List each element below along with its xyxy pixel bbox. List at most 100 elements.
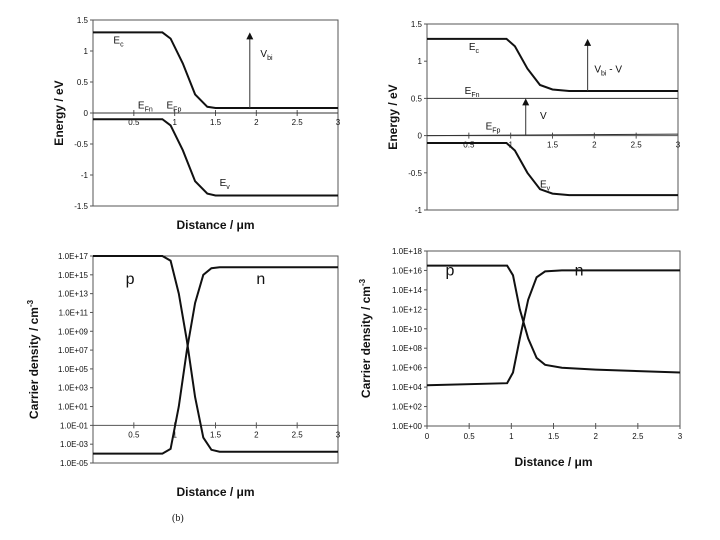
series-line-ev (427, 142, 678, 197)
x-tick-label: 1.5 (210, 118, 222, 127)
annotation-label: Ec (113, 36, 124, 49)
x-tick-label: 2 (592, 141, 597, 150)
x-tick-label: 2 (254, 430, 259, 439)
annotation-label: Vbi (260, 49, 273, 62)
arrow-head (584, 38, 592, 46)
y-axis-title: Carrier density / cm-3 (26, 299, 41, 419)
x-tick-label: 2 (593, 432, 598, 441)
y-axis-title: Carrier density / cm-3 (358, 278, 373, 398)
y-tick-label: 1.0E+18 (392, 247, 423, 256)
y-tick-label: -0.5 (74, 140, 88, 149)
annotation-label: V (540, 111, 547, 122)
y-tick-label: 1.0E+17 (58, 252, 89, 261)
y-tick-label: 1.0E+05 (58, 365, 89, 374)
x-tick-label: 1.5 (547, 141, 559, 150)
x-tick-label: 0.5 (463, 141, 475, 150)
y-tick-label: -1 (415, 206, 423, 215)
annotation-label: Ec (469, 42, 480, 55)
x-tick-label: 1 (172, 118, 177, 127)
annotation-label: EFn (138, 101, 153, 114)
series-line-ev (93, 118, 338, 197)
arrow-head (246, 32, 254, 40)
series-line-p (93, 255, 338, 453)
y-tick-label: 1 (418, 57, 423, 66)
y-tick-label: -1.5 (74, 202, 88, 211)
y-tick-label: 1.0E-01 (60, 421, 89, 430)
x-axis-title: Distance / μm (176, 485, 254, 499)
y-tick-label: 1.0E+13 (58, 290, 89, 299)
x-axis-title: Distance / μm (514, 455, 592, 469)
annotation-label: EFn (465, 86, 480, 99)
annotation-label: Ev (220, 178, 231, 191)
y-axis-title: Energy / eV (52, 80, 66, 145)
annotation-label: EFp (486, 122, 501, 135)
x-tick-label: 0 (425, 432, 430, 441)
annotation-label: n (256, 271, 265, 288)
y-tick-label: -1 (81, 171, 89, 180)
y-tick-label: 1.0E+00 (392, 422, 423, 431)
annotation-label: EFp (167, 101, 182, 114)
x-tick-label: 0.5 (128, 430, 140, 439)
x-tick-label: 2.5 (292, 118, 304, 127)
y-tick-label: 1.0E+02 (392, 403, 423, 412)
x-tick-label: 3 (676, 141, 681, 150)
y-tick-label: 0 (84, 109, 89, 118)
y-tick-label: 1.0E+11 (59, 308, 89, 317)
y-tick-label: 1.0E+09 (58, 327, 89, 336)
x-tick-label: 0.5 (464, 432, 476, 441)
series-line-p (427, 264, 681, 374)
plot-area-frame (92, 255, 339, 464)
annotation-label: Vbi - V (594, 64, 622, 77)
x-tick-label: 2.5 (631, 141, 643, 150)
chart-panel-bl: 0.5 1 1.5 2 2.5 3 1.0E+17 1.0E+15 1.0E+13 1.0E+11… (26, 252, 341, 499)
x-tick-label: 0.5 (128, 118, 140, 127)
y-tick-label: 1.0E-03 (60, 440, 89, 449)
y-tick-label: 1.0E+07 (58, 346, 89, 355)
series-line-efp (426, 133, 679, 137)
y-tick-label: 1.5 (411, 20, 423, 29)
annotation-label: p (446, 262, 455, 279)
series-line-ec (427, 37, 678, 92)
x-tick-label: 1 (509, 432, 514, 441)
x-axis-title: Distance / μm (176, 218, 254, 232)
series-line-n (426, 269, 680, 387)
y-tick-label: 1.0E+15 (58, 271, 89, 280)
chart-panel-tr: 0.5 1 1.5 2 2.5 3 1.5 1 0.5 0 -0.5 -1 Ec EFn V EFp Ev Vbi… (386, 20, 681, 215)
y-tick-label: 0.5 (411, 94, 423, 103)
plot-area-frame (426, 23, 679, 211)
y-axis-title: Energy / eV (386, 84, 400, 149)
y-tick-label: 1.0E+10 (392, 325, 423, 334)
y-tick-label: 1.5 (77, 16, 89, 25)
chart-panel-br: 0 0.5 1 1.5 2 2.5 3 1.0E+18 1.0E+16 1.0E+14 1.0E+1… (358, 247, 683, 469)
y-tick-label: 1 (84, 47, 89, 56)
y-tick-label: 1.0E+06 (392, 364, 423, 373)
x-tick-label: 3 (336, 430, 341, 439)
x-tick-label: 1 (508, 141, 513, 150)
x-tick-label: 2.5 (292, 430, 304, 439)
y-tick-label: 1.0E-05 (60, 459, 89, 468)
y-tick-label: 0.5 (77, 78, 89, 87)
annotation-label: p (126, 271, 135, 288)
y-tick-label: 1.0E+03 (58, 384, 89, 393)
figure-caption: (b) (172, 513, 184, 524)
y-tick-label: 1.0E+04 (392, 383, 423, 392)
series-line-ec (93, 31, 338, 109)
y-tick-label: 1.0E+12 (392, 305, 423, 314)
series-line-n (93, 266, 338, 455)
annotation-label: n (575, 262, 584, 279)
x-tick-label: 2.5 (632, 432, 644, 441)
x-tick-label: 3 (678, 432, 683, 441)
annotation-label: Ev (540, 180, 551, 193)
x-tick-label: 1.5 (210, 430, 222, 439)
y-tick-label: 0 (418, 132, 423, 141)
x-tick-label: 3 (336, 118, 341, 127)
plot-area-frame (426, 250, 681, 427)
y-tick-label: 1.0E+01 (58, 403, 89, 412)
y-tick-label: -0.5 (408, 169, 422, 178)
x-tick-label: 2 (254, 118, 259, 127)
arrow-head (522, 98, 530, 106)
x-tick-label: 1.5 (548, 432, 560, 441)
x-tick-label: 1 (172, 430, 177, 439)
y-tick-label: 1.0E+16 (392, 266, 423, 275)
